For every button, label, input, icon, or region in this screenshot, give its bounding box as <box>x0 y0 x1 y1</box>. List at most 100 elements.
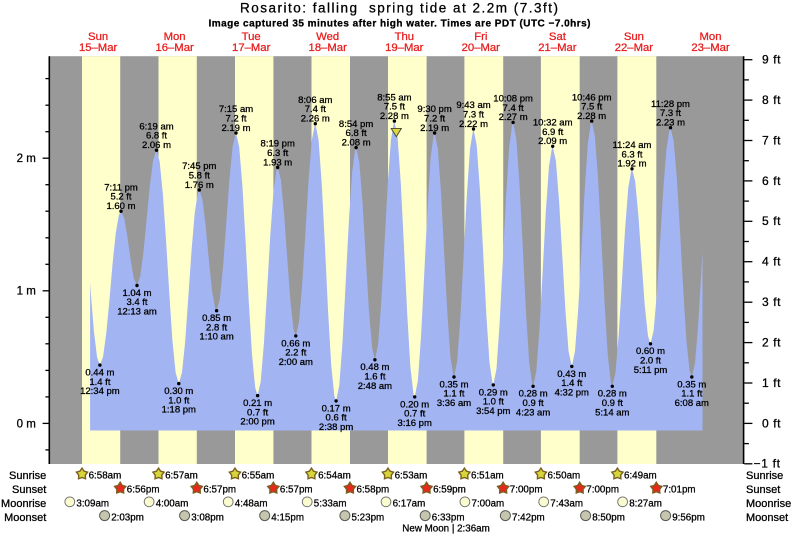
svg-text:4:48am: 4:48am <box>235 499 268 510</box>
svg-text:7.5 ft: 7.5 ft <box>581 102 602 113</box>
svg-text:2 m: 2 m <box>17 153 36 165</box>
svg-text:7:00pm: 7:00pm <box>510 485 543 496</box>
svg-text:4 ft: 4 ft <box>762 255 781 269</box>
svg-text:3:08pm: 3:08pm <box>191 513 224 524</box>
svg-text:6.3 ft: 6.3 ft <box>267 148 288 159</box>
svg-text:1.92 m: 1.92 m <box>617 159 646 170</box>
svg-text:21–Mar: 21–Mar <box>538 42 577 54</box>
svg-text:6:58pm: 6:58pm <box>357 485 390 496</box>
svg-text:17–Mar: 17–Mar <box>232 42 271 54</box>
svg-text:New Moon | 2:36am: New Moon | 2:36am <box>402 524 490 535</box>
svg-text:Moonset: Moonset <box>4 512 46 524</box>
svg-text:20–Mar: 20–Mar <box>462 42 501 54</box>
svg-text:0.48 m: 0.48 m <box>360 362 389 373</box>
svg-text:2.0 ft: 2.0 ft <box>640 356 661 367</box>
svg-text:2.19 m: 2.19 m <box>420 123 449 134</box>
svg-text:7 ft: 7 ft <box>762 133 781 147</box>
svg-text:8:54 pm: 8:54 pm <box>339 119 373 130</box>
svg-text:9:30 pm: 9:30 pm <box>417 104 451 115</box>
svg-text:0.66 m: 0.66 m <box>281 338 310 349</box>
svg-text:Rosarito: falling spring tide: Rosarito: falling spring tide at 2.2m (7… <box>240 0 558 15</box>
svg-text:3:36 am: 3:36 am <box>437 398 471 409</box>
svg-text:5:23pm: 5:23pm <box>352 513 385 524</box>
svg-text:6:53am: 6:53am <box>395 471 428 482</box>
svg-text:7.3 ft: 7.3 ft <box>660 108 681 119</box>
svg-text:9 ft: 9 ft <box>762 53 781 67</box>
svg-text:1.0 ft: 1.0 ft <box>483 397 504 408</box>
svg-text:2:03pm: 2:03pm <box>111 513 144 524</box>
svg-text:9:56pm: 9:56pm <box>672 513 705 524</box>
svg-text:4:00am: 4:00am <box>156 499 189 510</box>
svg-text:6:50am: 6:50am <box>548 471 581 482</box>
svg-text:6 ft: 6 ft <box>762 174 781 188</box>
svg-text:6:17am: 6:17am <box>393 499 426 510</box>
svg-text:0.17 m: 0.17 m <box>322 403 351 414</box>
svg-text:8:55 am: 8:55 am <box>377 92 411 103</box>
svg-text:2.19 m: 2.19 m <box>221 123 250 134</box>
svg-text:5:14 am: 5:14 am <box>595 407 629 418</box>
svg-text:Sunrise: Sunrise <box>746 470 783 482</box>
svg-text:19–Mar: 19–Mar <box>385 42 424 54</box>
svg-text:Sat: Sat <box>549 31 567 43</box>
svg-text:18–Mar: 18–Mar <box>309 42 348 54</box>
svg-text:2.08 m: 2.08 m <box>342 137 371 148</box>
svg-text:6:08 am: 6:08 am <box>675 398 709 409</box>
svg-text:7:42pm: 7:42pm <box>512 513 545 524</box>
svg-text:8:19 pm: 8:19 pm <box>261 139 295 150</box>
svg-text:7:00am: 7:00am <box>472 499 505 510</box>
svg-text:10:32 am: 10:32 am <box>533 118 573 129</box>
svg-text:23–Mar: 23–Mar <box>691 42 730 54</box>
svg-text:7:43am: 7:43am <box>550 499 583 510</box>
svg-text:1:18 pm: 1:18 pm <box>162 405 196 416</box>
svg-text:5.2 ft: 5.2 ft <box>110 192 131 203</box>
svg-text:Tue: Tue <box>242 31 261 43</box>
svg-text:22–Mar: 22–Mar <box>615 42 654 54</box>
svg-text:Sun: Sun <box>88 31 108 43</box>
svg-text:7:11 pm: 7:11 pm <box>104 182 138 193</box>
svg-text:8:27am: 8:27am <box>629 499 662 510</box>
svg-text:6:51am: 6:51am <box>471 471 504 482</box>
svg-text:0.29 m: 0.29 m <box>479 387 508 398</box>
svg-text:7.3 ft: 7.3 ft <box>463 110 484 121</box>
svg-text:0.9 ft: 0.9 ft <box>602 398 623 409</box>
svg-text:1.04 m: 1.04 m <box>122 288 151 299</box>
svg-text:6:59pm: 6:59pm <box>433 485 466 496</box>
svg-text:16–Mar: 16–Mar <box>155 42 194 54</box>
svg-text:Mon: Mon <box>164 31 186 43</box>
svg-text:7.2 ft: 7.2 ft <box>225 114 246 125</box>
svg-text:1.60 m: 1.60 m <box>106 201 135 212</box>
svg-text:Sunrise: Sunrise <box>9 470 46 482</box>
svg-text:15–Mar: 15–Mar <box>79 42 118 54</box>
svg-text:Moonrise: Moonrise <box>746 498 791 510</box>
svg-text:2:48 am: 2:48 am <box>358 381 392 392</box>
svg-text:Sunset: Sunset <box>746 484 780 496</box>
svg-text:1 m: 1 m <box>17 286 36 298</box>
svg-text:7:45 pm: 7:45 pm <box>182 161 216 172</box>
svg-text:2.22 m: 2.22 m <box>459 119 488 130</box>
svg-text:0.7 ft: 0.7 ft <box>247 407 268 418</box>
svg-text:2:00 am: 2:00 am <box>279 357 313 368</box>
svg-text:6:57am: 6:57am <box>165 471 198 482</box>
svg-text:5 ft: 5 ft <box>762 214 781 228</box>
svg-text:0.30 m: 0.30 m <box>164 386 193 397</box>
svg-text:0.28 m: 0.28 m <box>519 389 548 400</box>
svg-text:2:00 pm: 2:00 pm <box>240 417 274 428</box>
svg-text:1.93 m: 1.93 m <box>263 157 292 168</box>
svg-text:4:32 pm: 4:32 pm <box>555 387 589 398</box>
svg-text:1.6 ft: 1.6 ft <box>364 372 385 383</box>
svg-text:6:58am: 6:58am <box>89 471 122 482</box>
svg-text:7:15 am: 7:15 am <box>219 104 253 115</box>
svg-text:Sun: Sun <box>624 31 644 43</box>
svg-text:0.85 m: 0.85 m <box>202 313 231 324</box>
svg-text:12:34 pm: 12:34 pm <box>80 386 120 397</box>
svg-text:−1 ft: −1 ft <box>754 457 781 471</box>
svg-text:11:28 pm: 11:28 pm <box>651 99 690 110</box>
svg-text:6:49am: 6:49am <box>624 471 657 482</box>
svg-text:0.7 ft: 0.7 ft <box>404 409 425 420</box>
svg-text:3:09am: 3:09am <box>76 499 109 510</box>
svg-text:4:15pm: 4:15pm <box>271 513 304 524</box>
svg-text:0.28 m: 0.28 m <box>598 389 627 400</box>
svg-text:7.2 ft: 7.2 ft <box>424 114 445 125</box>
svg-text:0.60 m: 0.60 m <box>636 346 665 357</box>
svg-text:6:57pm: 6:57pm <box>203 485 236 496</box>
